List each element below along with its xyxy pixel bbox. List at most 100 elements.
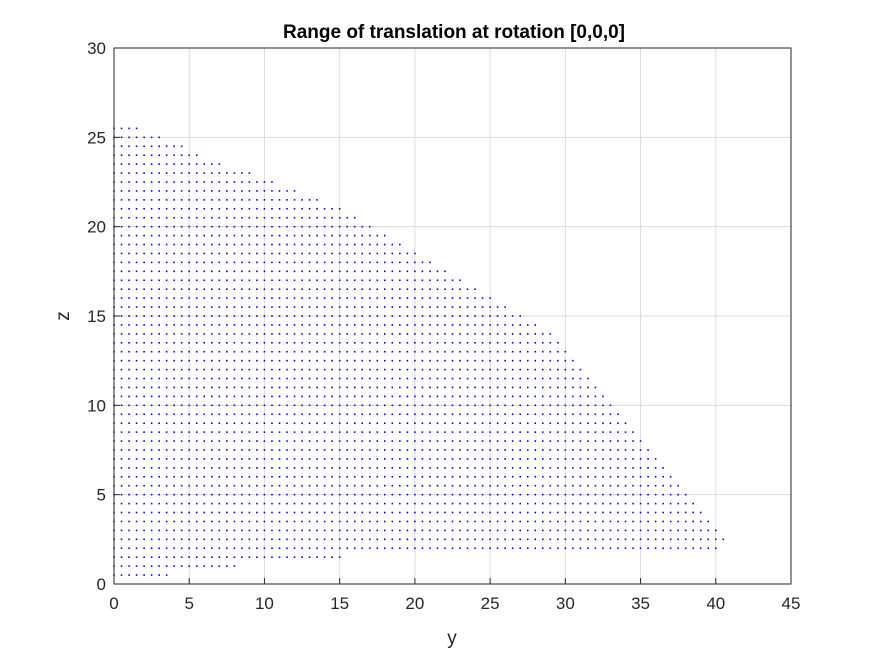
scatter-point [474, 288, 476, 290]
scatter-point [210, 190, 213, 192]
scatter-point [135, 395, 138, 398]
scatter-point [195, 467, 198, 469]
scatter-point [173, 279, 175, 282]
scatter-point [331, 359, 333, 362]
scatter-point [436, 511, 439, 514]
scatter-point [120, 324, 123, 326]
scatter-point [541, 493, 544, 496]
scatter-point [338, 440, 341, 442]
scatter-point [135, 529, 138, 532]
scatter-point [158, 386, 160, 389]
scatter-point [256, 520, 258, 523]
scatter-point [384, 511, 386, 514]
scatter-point [293, 386, 296, 389]
scatter-point [541, 520, 544, 523]
scatter-point [120, 511, 123, 514]
scatter-point [286, 288, 288, 290]
scatter-point [459, 413, 461, 416]
scatter-point [587, 493, 589, 496]
scatter-point [459, 404, 461, 407]
scatter-point [173, 315, 175, 317]
scatter-point [188, 252, 191, 255]
scatter-point [609, 511, 612, 514]
scatter-point [233, 297, 236, 299]
scatter-point [361, 467, 364, 469]
scatter-point [346, 288, 348, 290]
scatter-point [519, 368, 521, 371]
scatter-point [368, 342, 371, 344]
scatter-point [165, 190, 168, 192]
scatter-point [301, 359, 303, 362]
scatter-point [541, 467, 544, 469]
scatter-point [361, 413, 364, 416]
scatter-point [677, 484, 679, 487]
scatter-point [338, 386, 341, 389]
scatter-point [368, 511, 371, 514]
scatter-point [474, 449, 476, 451]
scatter-point [150, 431, 153, 433]
scatter-point [384, 350, 386, 353]
scatter-point [180, 359, 183, 362]
scatter-point [451, 458, 454, 460]
scatter-point [414, 502, 416, 505]
scatter-point [150, 279, 153, 282]
scatter-point [278, 538, 281, 541]
scatter-point [391, 511, 394, 514]
scatter-point [135, 154, 138, 156]
scatter-point [504, 484, 506, 487]
scatter-point [572, 431, 574, 433]
scatter-point [143, 297, 145, 299]
scatter-point [323, 493, 326, 496]
scatter-point [128, 493, 130, 496]
scatter-point [308, 306, 311, 308]
scatter-point [150, 413, 153, 416]
scatter-point [346, 529, 348, 532]
scatter-point [376, 252, 379, 255]
scatter-point [609, 458, 612, 460]
scatter-point [286, 431, 288, 433]
scatter-point [361, 511, 364, 514]
scatter-point [549, 333, 552, 335]
scatter-point [444, 502, 446, 505]
scatter-point [316, 350, 318, 353]
scatter-point [519, 458, 521, 460]
scatter-point [444, 297, 446, 299]
scatter-point [248, 538, 251, 541]
scatter-point [256, 422, 258, 424]
scatter-point [399, 270, 401, 273]
scatter-point [226, 449, 228, 451]
scatter-point [143, 145, 145, 148]
scatter-point [346, 449, 348, 451]
scatter-point [451, 467, 454, 469]
scatter-point [301, 333, 303, 335]
scatter-point [361, 493, 364, 496]
scatter-point [293, 368, 296, 371]
scatter-point [587, 476, 589, 478]
scatter-point [639, 547, 642, 550]
scatter-point [579, 431, 582, 433]
scatter-point [143, 225, 145, 228]
scatter-point [301, 404, 303, 407]
scatter-point [271, 297, 273, 299]
scatter-point [496, 395, 499, 398]
scatter-point [241, 476, 243, 478]
scatter-point [451, 359, 454, 362]
scatter-point [165, 324, 168, 326]
scatter-point [210, 261, 213, 264]
scatter-point [278, 440, 281, 442]
scatter-point [278, 458, 281, 460]
scatter-point [143, 520, 145, 523]
scatter-point [263, 538, 266, 541]
scatter-point [557, 386, 559, 389]
scatter-point [293, 377, 296, 380]
scatter-point [368, 467, 371, 469]
scatter-point [602, 529, 604, 532]
scatter-point [368, 270, 371, 273]
scatter-point [233, 502, 236, 505]
scatter-point [233, 556, 236, 558]
scatter-point [662, 493, 664, 496]
scatter-point [271, 484, 273, 487]
scatter-point [286, 404, 288, 407]
scatter-point [135, 225, 138, 228]
scatter-point [526, 395, 529, 398]
